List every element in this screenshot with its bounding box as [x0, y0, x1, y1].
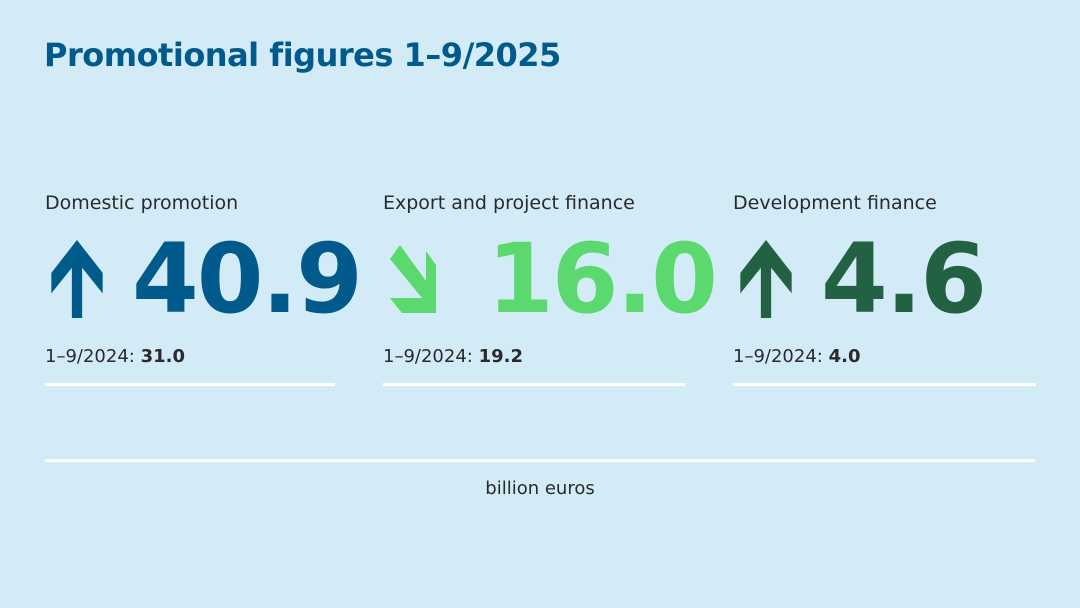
divider: [383, 383, 685, 386]
metric-label: Export and project finance: [383, 192, 635, 214]
previous-value: 19.2: [478, 346, 523, 367]
metric-previous: 1–9/2024: 31.0: [45, 346, 185, 367]
metric-label: Domestic promotion: [45, 192, 239, 214]
metric-value: 4.6: [821, 223, 987, 335]
divider: [733, 383, 1036, 386]
metric-previous: 1–9/2024: 4.0: [733, 346, 861, 367]
arrow-down-right-icon: [390, 245, 436, 313]
metric-development-finance: Development finance 4.6 1–9/2024: 4.0: [733, 192, 1036, 386]
previous-value: 4.0: [828, 346, 861, 367]
metric-export-project-finance: Export and project finance 16.0 1–9/2024…: [383, 192, 718, 386]
footer-divider: [45, 459, 1035, 462]
previous-value: 31.0: [140, 346, 185, 367]
arrow-up-icon: [740, 240, 792, 318]
metric-value: 16.0: [487, 223, 718, 335]
metric-domestic-promotion: Domestic promotion 40.9 1–9/2024: 31.0: [45, 192, 363, 386]
metric-previous: 1–9/2024: 19.2: [383, 346, 523, 367]
page-title: Promotional figures 1–9/2025: [44, 36, 561, 74]
metric-value: 40.9: [132, 223, 363, 335]
divider: [45, 383, 335, 386]
metric-label: Development finance: [733, 192, 937, 214]
unit-label: billion euros: [485, 478, 595, 499]
arrow-up-icon: [51, 240, 103, 318]
